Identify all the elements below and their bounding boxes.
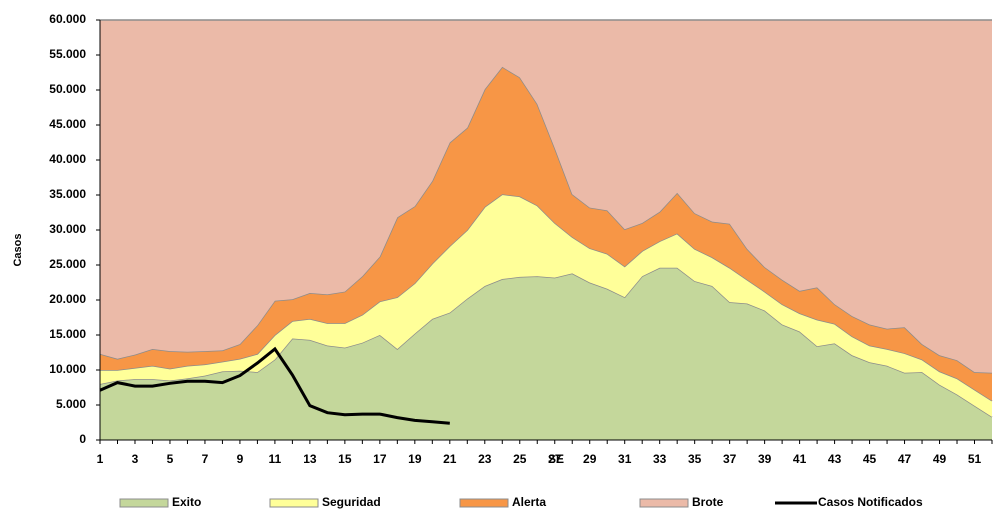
x-tick-label: 41 <box>793 452 807 466</box>
x-tick-label: 7 <box>202 452 209 466</box>
x-tick-label: 1 <box>97 452 104 466</box>
x-tick-label: 5 <box>167 452 174 466</box>
y-tick-label: 45.000 <box>49 117 86 131</box>
x-tick-label: 25 <box>513 452 527 466</box>
legend-swatch <box>269 498 319 508</box>
x-tick-label: 13 <box>303 452 317 466</box>
area <box>100 66 992 401</box>
x-axis-label: SE <box>548 452 564 466</box>
area <box>100 20 992 373</box>
x-tick-label: 9 <box>237 452 244 466</box>
legend-swatch <box>639 498 689 508</box>
x-tick-label: 3 <box>132 452 139 466</box>
x-tick-label: 23 <box>478 452 492 466</box>
x-tick-label: 31 <box>618 452 632 466</box>
x-tick-label: 49 <box>933 452 947 466</box>
legend-label: Casos Notificados <box>818 495 923 509</box>
y-tick-label: 25.000 <box>49 257 86 271</box>
y-tick-label: 35.000 <box>49 187 86 201</box>
x-tick-label: 43 <box>828 452 842 466</box>
y-tick-label: 15.000 <box>49 327 86 341</box>
x-tick-label: 17 <box>373 452 387 466</box>
x-tick-label: 29 <box>583 452 597 466</box>
legend-swatch <box>459 498 509 508</box>
area <box>100 267 992 440</box>
x-tick-label: 15 <box>338 452 352 466</box>
legend-label: Brote <box>692 495 724 509</box>
y-tick-label: 5.000 <box>56 397 86 411</box>
x-tick-label: 45 <box>863 452 877 466</box>
y-tick-label: 0 <box>79 432 86 446</box>
x-tick-label: 21 <box>443 452 457 466</box>
x-tick-label: 37 <box>723 452 737 466</box>
x-tick-label: 33 <box>653 452 667 466</box>
y-tick-label: 60.000 <box>49 12 86 26</box>
y-tick-label: 55.000 <box>49 47 86 61</box>
legend-label: Seguridad <box>322 495 381 509</box>
x-tick-label: 39 <box>758 452 772 466</box>
y-tick-label: 10.000 <box>49 362 86 376</box>
legend-label: Exito <box>172 495 201 509</box>
x-tick-label: 35 <box>688 452 702 466</box>
x-tick-label: 47 <box>898 452 912 466</box>
x-tick-label: 11 <box>269 452 282 466</box>
line <box>99 346 450 425</box>
y-tick-label: 40.000 <box>49 152 86 166</box>
x-tick-label: 27 <box>548 452 562 466</box>
legend-swatch <box>119 498 169 508</box>
y-tick-label: 50.000 <box>49 82 86 96</box>
y-tick-label: 20.000 <box>49 292 86 306</box>
area <box>100 194 992 417</box>
y-tick-label: 30.000 <box>49 222 86 236</box>
y-axis-label: Casos <box>12 233 24 266</box>
x-tick-label: 19 <box>408 452 422 466</box>
legend-label: Alerta <box>512 495 546 509</box>
x-tick-label: 51 <box>968 452 982 466</box>
